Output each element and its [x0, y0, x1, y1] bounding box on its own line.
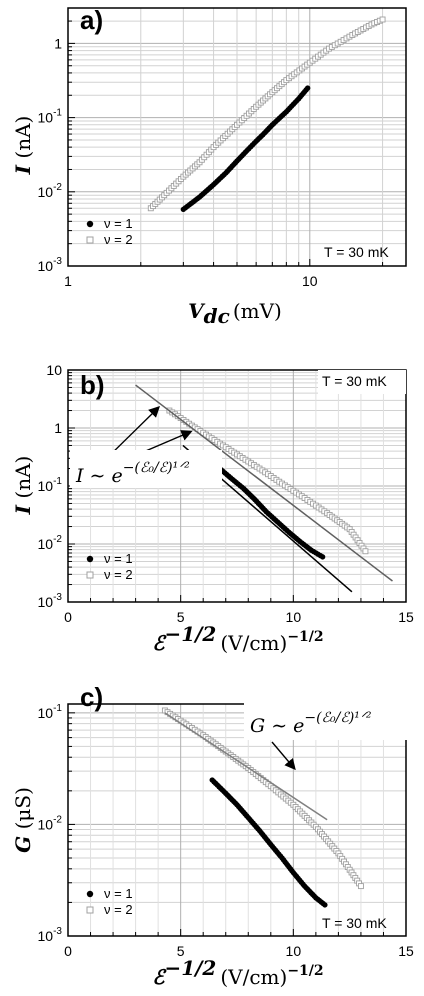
legend-entry: ν = 2	[104, 232, 133, 247]
y-tick-label: 10-2	[38, 182, 63, 200]
fit-line	[164, 712, 328, 821]
panel-a: 10-3 10-2 10-1 1 1 10 a) ν = 1ν = 2 T = 30 mK…	[11, 5, 407, 328]
y-tick-label: 10	[46, 362, 62, 378]
temperature-label: T = 30 mK	[322, 373, 387, 389]
panel-label: b)	[80, 370, 105, 400]
legend-entry: ν = 1	[104, 886, 133, 901]
x-tick-label: 0	[64, 609, 72, 625]
x-axis-label: Vdc (mV)	[188, 299, 282, 328]
data-point	[379, 16, 386, 23]
x-tick-label: 10	[286, 943, 302, 959]
legend-entry: ν = 1	[104, 216, 133, 231]
x-tick-label: 15	[398, 943, 414, 959]
x-tick-label: 1	[64, 273, 72, 289]
legend-entry: ν = 2	[104, 567, 133, 582]
panel-label: c)	[80, 682, 103, 712]
x-tick-label: 15	[398, 609, 414, 625]
y-tick-label: 1	[54, 420, 62, 436]
x-tick-label: 10	[286, 609, 302, 625]
data-point	[362, 548, 369, 555]
legend-entry: ν = 2	[104, 902, 133, 917]
legend-marker	[86, 555, 94, 563]
x-tick-label: 10	[302, 273, 318, 289]
y-axis-label: I (nA)	[11, 456, 35, 516]
temperature-label: T = 30 mK	[322, 915, 387, 931]
annotation-arrow	[271, 741, 296, 771]
y-tick-label: 10-2	[38, 534, 63, 552]
legend-marker	[86, 571, 94, 579]
legend-marker	[86, 236, 94, 244]
data-point	[319, 554, 326, 560]
x-axis-label: ℰ−1/2 (V/cm)−1/2	[152, 622, 323, 655]
legend-marker	[86, 220, 94, 228]
x-tick-label: 5	[177, 609, 185, 625]
legend-marker	[86, 906, 94, 914]
y-tick-label: 10-3	[38, 926, 63, 944]
x-tick-label: 5	[177, 943, 185, 959]
y-tick-label: 10-3	[38, 592, 63, 610]
fit-annotation: G ∼ e−(ℰ₀/ℰ)¹ᐟ²	[250, 710, 372, 737]
panel-b: 10-3 10-2 10-1 1 10 0 5 10 15 b) ν = 1ν = 2 T = …	[11, 362, 414, 655]
y-tick-label: 1	[54, 35, 62, 51]
y-tick-label: 10-1	[38, 108, 63, 126]
panel-c: 10-3 10-2 10-1 0 5 10 15 c) ν = 1ν = 2 T = 30 …	[11, 682, 414, 989]
data-point	[322, 902, 328, 908]
y-tick-label: 10-1	[38, 476, 63, 494]
panel-label: a)	[80, 5, 103, 35]
y-axis-label: G (μS)	[11, 787, 35, 853]
temperature-label: T = 30 mK	[324, 244, 389, 260]
fit-annotation: I ∼ e−(ℰ₀/ℰ)¹ᐟ²	[75, 460, 190, 487]
fit-line	[135, 384, 393, 582]
x-tick-label: 0	[64, 943, 72, 959]
legend-entry: ν = 1	[104, 551, 133, 566]
y-tick-label: 10-3	[38, 256, 63, 274]
y-axis-label: I (nA)	[11, 116, 35, 176]
data-point	[304, 85, 311, 91]
legend-marker	[86, 890, 94, 898]
y-tick-label: 10-2	[38, 814, 63, 832]
y-tick-label: 10-1	[38, 703, 63, 721]
x-axis-label: ℰ−1/2 (V/cm)−1/2	[152, 956, 323, 989]
data-point	[357, 883, 364, 890]
